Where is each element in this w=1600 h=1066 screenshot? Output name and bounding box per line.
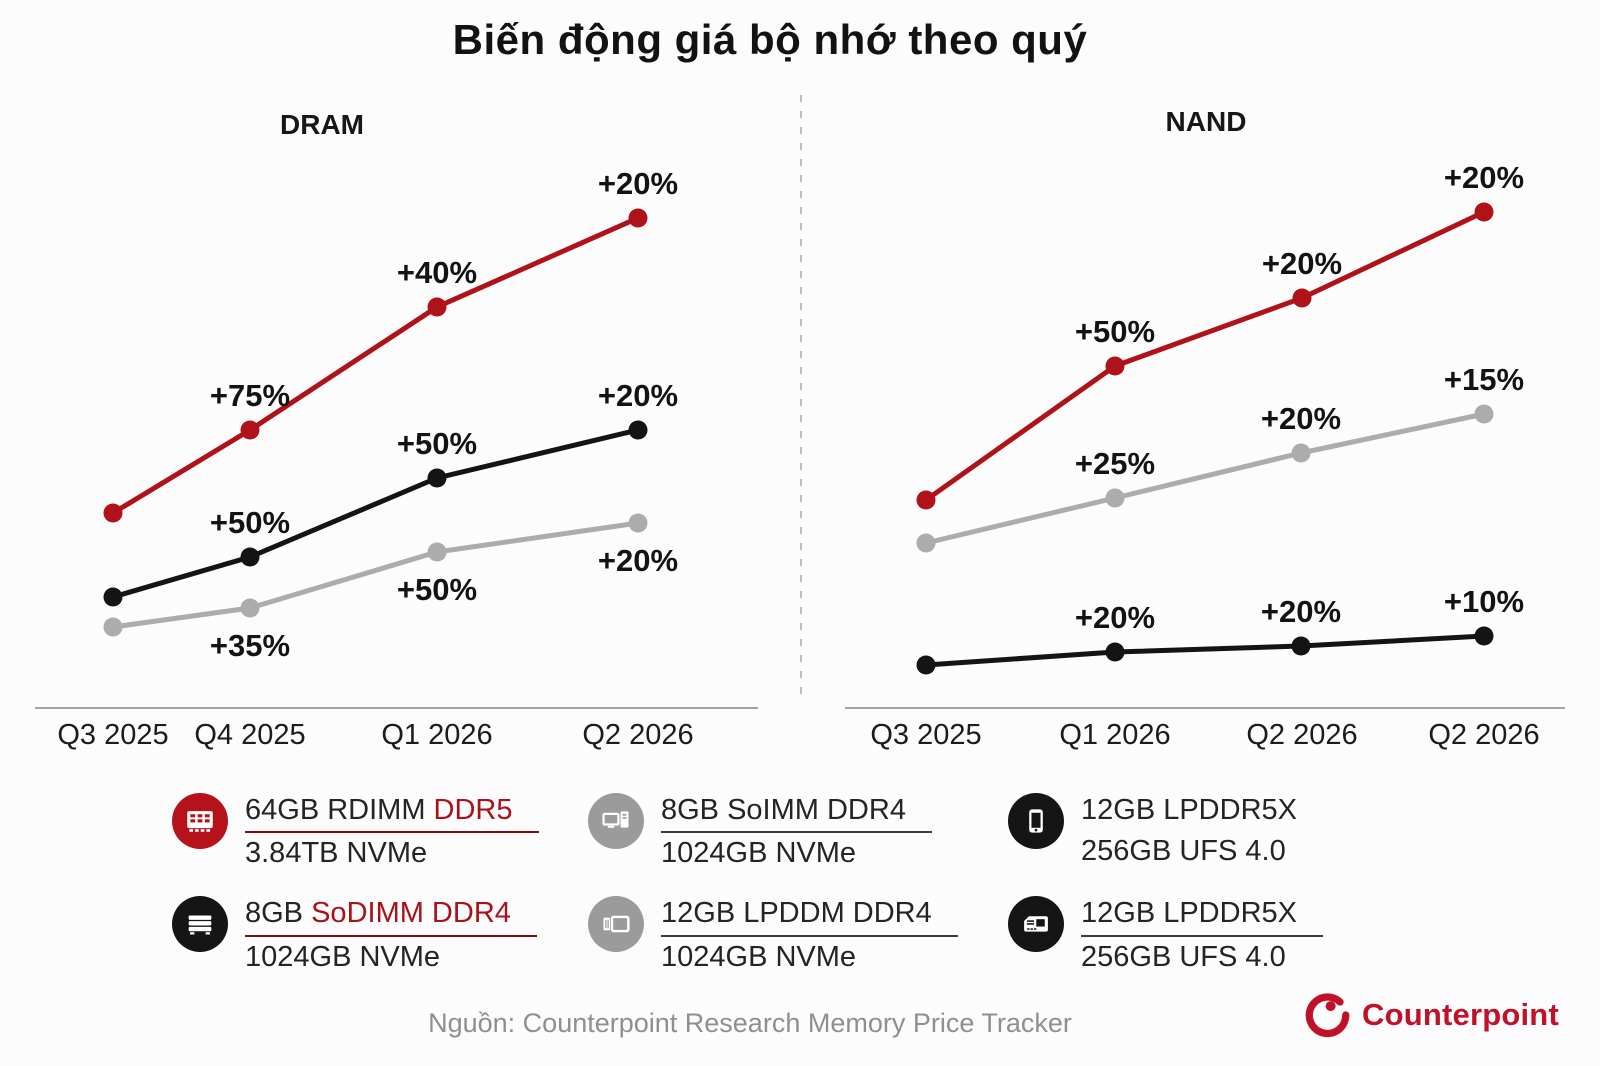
dram-x-tick-label: Q1 2026 — [381, 719, 492, 751]
dram-gray-line-point — [240, 598, 260, 618]
dram-black-line — [110, 427, 641, 600]
dram-black-line-point — [240, 547, 260, 567]
smartphone-icon — [1008, 793, 1064, 849]
nand-red-line-point — [1105, 356, 1125, 376]
legend-item-subtitle: 1024GB NVMe — [245, 940, 441, 973]
legend-item: 64GB RDIMM DDR5 3.84TB NVMe — [172, 793, 588, 870]
nand-panel-title: NAND — [1166, 106, 1247, 137]
legend-item-title: 12GB LPDDR5X — [1081, 794, 1297, 826]
nand-x-tick-label: Q2 2026 — [1428, 719, 1539, 751]
dram-gray-line — [110, 520, 641, 630]
legend: 64GB RDIMM DDR5 3.84TB NVMe 8GB SoIMM DD… — [172, 793, 1432, 974]
nand-red-line-point — [1474, 202, 1494, 222]
dram-panel-title: DRAM — [280, 109, 364, 140]
memory-price-chart: DRAM Q3 2025 Q4 2025 Q1 2026 Q2 2026 +75% +40%… — [35, 95, 1565, 751]
dram-red-line-point — [240, 420, 260, 440]
legend-item-title: 12GB LPDDR5X — [1081, 897, 1323, 937]
dram-red-line — [110, 215, 641, 516]
source-caption: Nguồn: Counterpoint Research Memory Pric… — [428, 1008, 1072, 1038]
legend-item-subtitle: 1024GB NVMe — [661, 837, 857, 870]
dram-gray-line-point — [628, 513, 648, 533]
brand-name: Counterpoint — [1362, 997, 1559, 1032]
nand-gray-line-point — [1474, 404, 1494, 424]
nand-black-line-point — [1474, 626, 1494, 646]
nand-black-line-point — [916, 655, 936, 675]
nand-x-tick-label: Q2 2026 — [1246, 719, 1357, 751]
dram-point-label: +75% — [210, 378, 290, 413]
counterpoint-logo-icon — [1302, 990, 1352, 1040]
nand-red-line-point — [1292, 288, 1312, 308]
nand-point-label: +20% — [1261, 401, 1341, 436]
legend-item: 12GB LPDDR5X 256GB UFS 4.0 — [1008, 896, 1422, 973]
dram-black-line-point — [103, 587, 123, 607]
nand-x-tick-label: Q1 2026 — [1059, 719, 1170, 751]
counterpoint-brand: Counterpoint — [1302, 990, 1559, 1040]
nand-point-label: +20% — [1261, 594, 1341, 629]
ram-module-icon — [172, 793, 228, 849]
nand-black-line — [923, 633, 1487, 668]
memory-card-icon — [1008, 896, 1064, 953]
dram-point-label: +50% — [397, 572, 477, 607]
dram-x-tick-label: Q2 2026 — [582, 719, 693, 751]
nand-x-tick-label: Q3 2025 — [870, 719, 981, 751]
legend-item-subtitle: 3.84TB NVMe — [245, 837, 428, 870]
laptop-memory-icon — [588, 896, 644, 953]
legend-item-title: 8GB SoDIMM DDR4 — [245, 897, 537, 937]
legend-item-title: 12GB LPDDM DDR4 — [661, 897, 958, 937]
nand-gray-line-point — [1105, 488, 1125, 508]
legend-item-subtitle: 256GB UFS 4.0 — [1081, 940, 1286, 973]
dram-point-label: +20% — [598, 166, 678, 201]
dram-red-line-point — [103, 503, 123, 523]
legend-item: 8GB SoIMM DDR4 1024GB NVMe — [588, 793, 1008, 870]
dram-point-label: +35% — [210, 628, 290, 663]
dram-black-line-point — [427, 468, 447, 488]
dram-gray-line-point — [103, 617, 123, 637]
nand-point-label: +20% — [1444, 160, 1524, 195]
dram-point-label: +50% — [397, 426, 477, 461]
dram-point-label: +20% — [598, 543, 678, 578]
dram-gray-line-point — [427, 542, 447, 562]
dram-x-tick-label: Q4 2025 — [194, 719, 305, 751]
desktop-pc-icon — [588, 793, 644, 849]
dram-point-label: +40% — [397, 255, 477, 290]
legend-item-subtitle: 1024GB NVMe — [661, 940, 857, 973]
server-stack-icon — [172, 896, 228, 953]
dram-x-tick-label: Q3 2025 — [57, 719, 168, 751]
dram-point-label: +20% — [598, 378, 678, 413]
nand-point-label: +50% — [1075, 314, 1155, 349]
legend-item-title: 8GB SoIMM DDR4 — [661, 794, 932, 834]
nand-black-line-point — [1105, 642, 1125, 662]
legend-item: 12GB LPDDR5X 256GB UFS 4.0 — [1008, 793, 1422, 870]
legend-item: 8GB SoDIMM DDR4 1024GB NVMe — [172, 896, 588, 973]
dram-red-line-point — [628, 208, 648, 228]
nand-gray-line — [923, 411, 1487, 546]
nand-gray-line-point — [916, 533, 936, 553]
nand-red-line — [923, 209, 1487, 503]
nand-point-label: +20% — [1075, 600, 1155, 635]
nand-point-label: +20% — [1262, 246, 1342, 281]
dram-point-label: +50% — [210, 505, 290, 540]
legend-item: 12GB LPDDM DDR4 1024GB NVMe — [588, 896, 1008, 973]
legend-item-title: 64GB RDIMM DDR5 — [245, 794, 539, 834]
nand-black-line-point — [1291, 636, 1311, 656]
dram-black-line-point — [628, 420, 648, 440]
dram-red-line-point — [427, 297, 447, 317]
nand-point-label: +15% — [1444, 362, 1524, 397]
nand-point-label: +25% — [1075, 446, 1155, 481]
nand-gray-line-point — [1291, 443, 1311, 463]
nand-point-label: +10% — [1444, 584, 1524, 619]
page-title: Biến động giá bộ nhớ theo quý — [452, 16, 1088, 63]
nand-red-line-point — [916, 490, 936, 510]
legend-item-subtitle: 256GB UFS 4.0 — [1081, 835, 1286, 868]
